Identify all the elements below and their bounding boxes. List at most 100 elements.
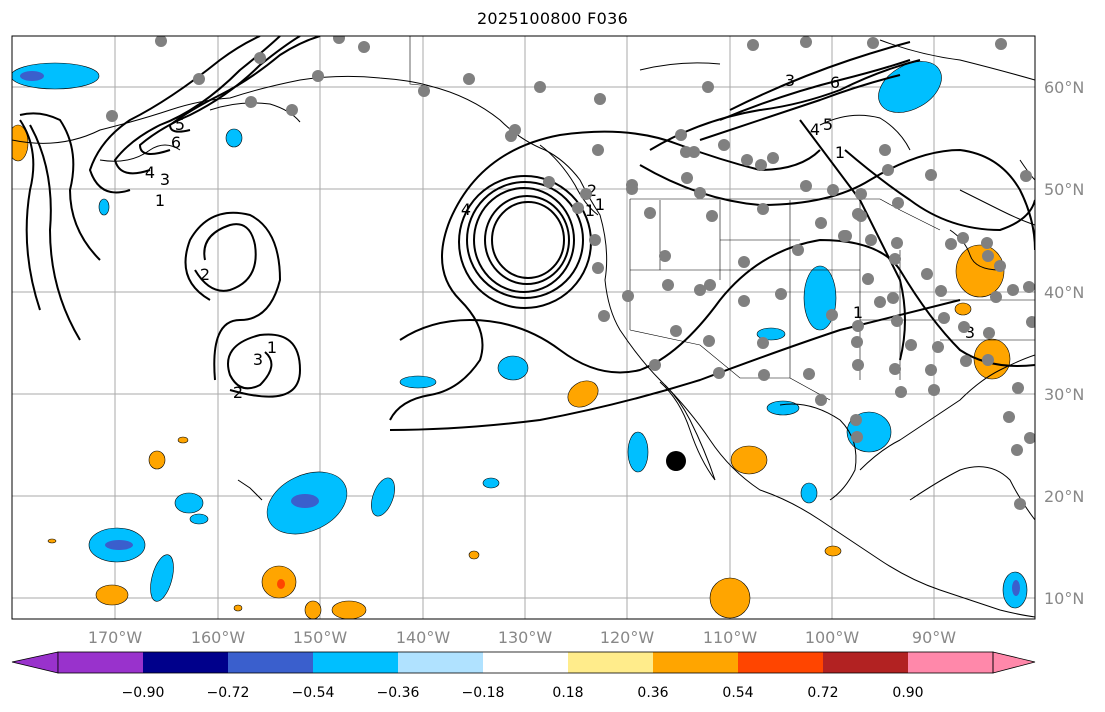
station-dot — [1023, 281, 1035, 293]
contour-label: 1 — [595, 195, 605, 214]
station-dot — [981, 237, 993, 249]
colorbar-tick-label: −0.36 — [377, 685, 420, 701]
station-dot — [925, 169, 937, 181]
station-dot — [855, 188, 867, 200]
station-dot — [800, 180, 812, 192]
station-dot — [1003, 411, 1015, 423]
lon-label: 130°W — [498, 628, 553, 647]
station-dot — [867, 37, 879, 49]
station-dot — [889, 363, 901, 375]
station-dot — [598, 310, 610, 322]
contour-label: 3 — [253, 350, 263, 369]
station-dot — [1014, 498, 1026, 510]
contour-label: 4 — [145, 163, 155, 182]
colorbar-swatch — [823, 652, 908, 673]
lon-label: 120°W — [600, 628, 655, 647]
station-dot — [713, 367, 725, 379]
station-dot — [928, 384, 940, 396]
contour-label: 4 — [461, 200, 471, 219]
station-dot — [622, 290, 634, 302]
station-dot — [694, 284, 706, 296]
station-dot — [718, 139, 730, 151]
colorbar-tick-label: 0.54 — [722, 685, 753, 701]
station-dot — [706, 210, 718, 222]
map-frame — [11, 35, 1036, 620]
contour-label: 3 — [785, 71, 795, 90]
station-dot — [889, 253, 901, 265]
map-plot-area: 5 6 4 3 2 1 1 2 3 1 4 2 1 3 4 3 6 5 1 1 — [12, 36, 1035, 619]
lon-label: 170°W — [88, 628, 143, 647]
station-dot — [245, 96, 257, 108]
station-dot — [670, 325, 682, 337]
station-dot — [1011, 444, 1023, 456]
contour-label: 6 — [830, 73, 840, 92]
contour-label: 3 — [160, 170, 170, 189]
station-dot — [254, 52, 266, 64]
colorbar-swatch — [228, 652, 313, 673]
station-dot — [892, 197, 904, 209]
contour-label: 1 — [835, 143, 845, 162]
station-dot — [193, 73, 205, 85]
station-dot — [958, 321, 970, 333]
station-dot — [757, 337, 769, 349]
station-dot — [803, 368, 815, 380]
station-dot — [1026, 316, 1035, 328]
anomaly-fills — [12, 61, 1028, 619]
station-dot — [1012, 382, 1024, 394]
storm-center-marker — [666, 451, 686, 471]
lon-label: 140°W — [396, 628, 451, 647]
map-title: 2025100800 F036 — [476, 9, 629, 28]
station-dot — [995, 38, 1007, 50]
colorbar-tick-label: 0.18 — [552, 685, 583, 701]
station-dot — [852, 359, 864, 371]
station-dot — [925, 364, 937, 376]
lat-label: 30°N — [1044, 385, 1084, 404]
station-dot — [358, 41, 370, 53]
station-dot — [572, 202, 584, 214]
station-dot — [957, 232, 969, 244]
lon-label: 160°W — [191, 628, 246, 647]
contour-label: 1 — [267, 338, 277, 357]
station-markers — [106, 36, 1035, 510]
station-dot — [755, 159, 767, 171]
station-dot — [932, 341, 944, 353]
station-dot — [626, 179, 638, 191]
station-dot — [580, 188, 592, 200]
station-dot — [747, 39, 759, 51]
station-dot — [543, 176, 555, 188]
station-dot — [945, 238, 957, 250]
station-dot — [594, 93, 606, 105]
station-dot — [1007, 284, 1019, 296]
station-dot — [775, 288, 787, 300]
station-dot — [312, 70, 324, 82]
colorbar-tick-label: −0.72 — [207, 685, 250, 701]
station-dot — [938, 312, 950, 324]
lat-label: 20°N — [1044, 487, 1084, 506]
lat-label: 50°N — [1044, 180, 1084, 199]
station-dot — [738, 256, 750, 268]
colorbar-tick-label: −0.90 — [122, 685, 165, 701]
station-dot — [827, 184, 839, 196]
station-dot — [758, 369, 770, 381]
station-dot — [703, 335, 715, 347]
latitude-labels: 60°N 50°N 40°N 30°N 20°N 10°N — [1044, 78, 1084, 608]
lat-label: 60°N — [1044, 78, 1084, 97]
station-dot — [792, 244, 804, 256]
lon-label: 90°W — [912, 628, 956, 647]
colorbar-swatch — [143, 652, 228, 673]
station-dot — [905, 339, 917, 351]
station-dot — [862, 273, 874, 285]
station-dot — [767, 152, 779, 164]
station-dot — [826, 309, 838, 321]
longitude-labels: 170°W 160°W 150°W 140°W 130°W 120°W 110°… — [88, 628, 956, 647]
colorbar-tick-label: −0.54 — [292, 685, 335, 701]
colorbar-swatch — [568, 652, 653, 673]
station-dot — [840, 230, 852, 242]
contour-label: 4 — [810, 120, 820, 139]
station-dot — [757, 203, 769, 215]
lon-label: 100°W — [805, 628, 860, 647]
station-dot — [704, 279, 716, 291]
contour-label: 1 — [853, 303, 863, 322]
station-dot — [688, 146, 700, 158]
station-dot — [286, 104, 298, 116]
